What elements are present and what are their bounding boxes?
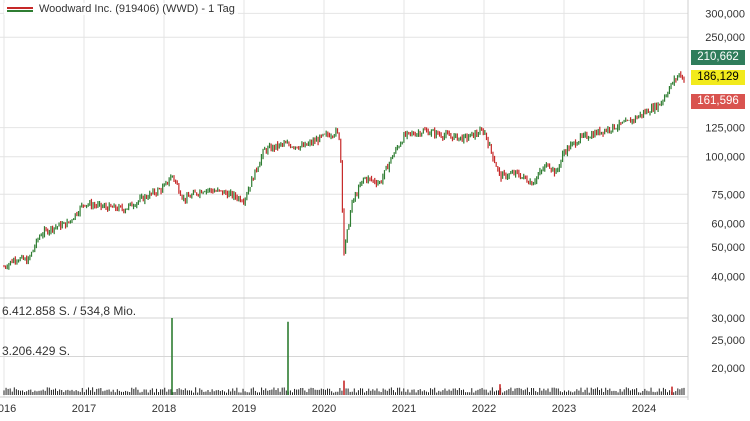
volume-max-label: 6.412.858 S. / 534,8 Mio. (2, 304, 137, 318)
price-series (3, 71, 685, 270)
chart-legend: Woodward Inc. (919406) (WWD) - 1 Tag (4, 3, 238, 15)
axes: 300,000 250,000 125,000 100,000 75,000 60,000… (0, 0, 745, 415)
y-tick-label: 75,000 (711, 189, 745, 201)
volume-tick-label: 30,000 (711, 313, 745, 325)
y-tick-label: 60,000 (711, 218, 745, 230)
y-tick-label: 100,000 (705, 152, 745, 164)
price-tag-current: 186,129 (691, 70, 745, 85)
x-tick-label: 2022 (472, 403, 496, 415)
y-tick-label: 250,000 (705, 32, 745, 44)
volume-tick-label: 25,000 (711, 335, 745, 347)
volume-tick-label: 20,000 (711, 363, 745, 375)
y-tick-label: 40,000 (711, 271, 745, 283)
y-tick-label: 50,000 (711, 242, 745, 254)
volume-series (3, 318, 685, 395)
y-tick-label: 125,000 (705, 123, 745, 135)
price-tag-upper: 210,662 (691, 50, 745, 65)
x-tick-label: 2021 (392, 403, 416, 415)
x-tick-label: 2023 (552, 403, 576, 415)
legend-swatch-icon (7, 6, 33, 12)
x-tick-label: 2018 (152, 403, 176, 415)
x-tick-label: 2019 (232, 403, 256, 415)
volume-half-label: 3.206.429 S. (2, 344, 71, 358)
price-tag-lower: 161,596 (691, 94, 745, 109)
grid-lines (0, 0, 688, 397)
x-tick-label: 2017 (72, 403, 96, 415)
x-tick-label: 2016 (0, 403, 16, 415)
legend-label: Woodward Inc. (919406) (WWD) - 1 Tag (39, 3, 235, 15)
x-tick-label: 2024 (632, 403, 656, 415)
y-tick-label: 300,000 (705, 8, 745, 20)
x-tick-label: 2020 (312, 403, 336, 415)
